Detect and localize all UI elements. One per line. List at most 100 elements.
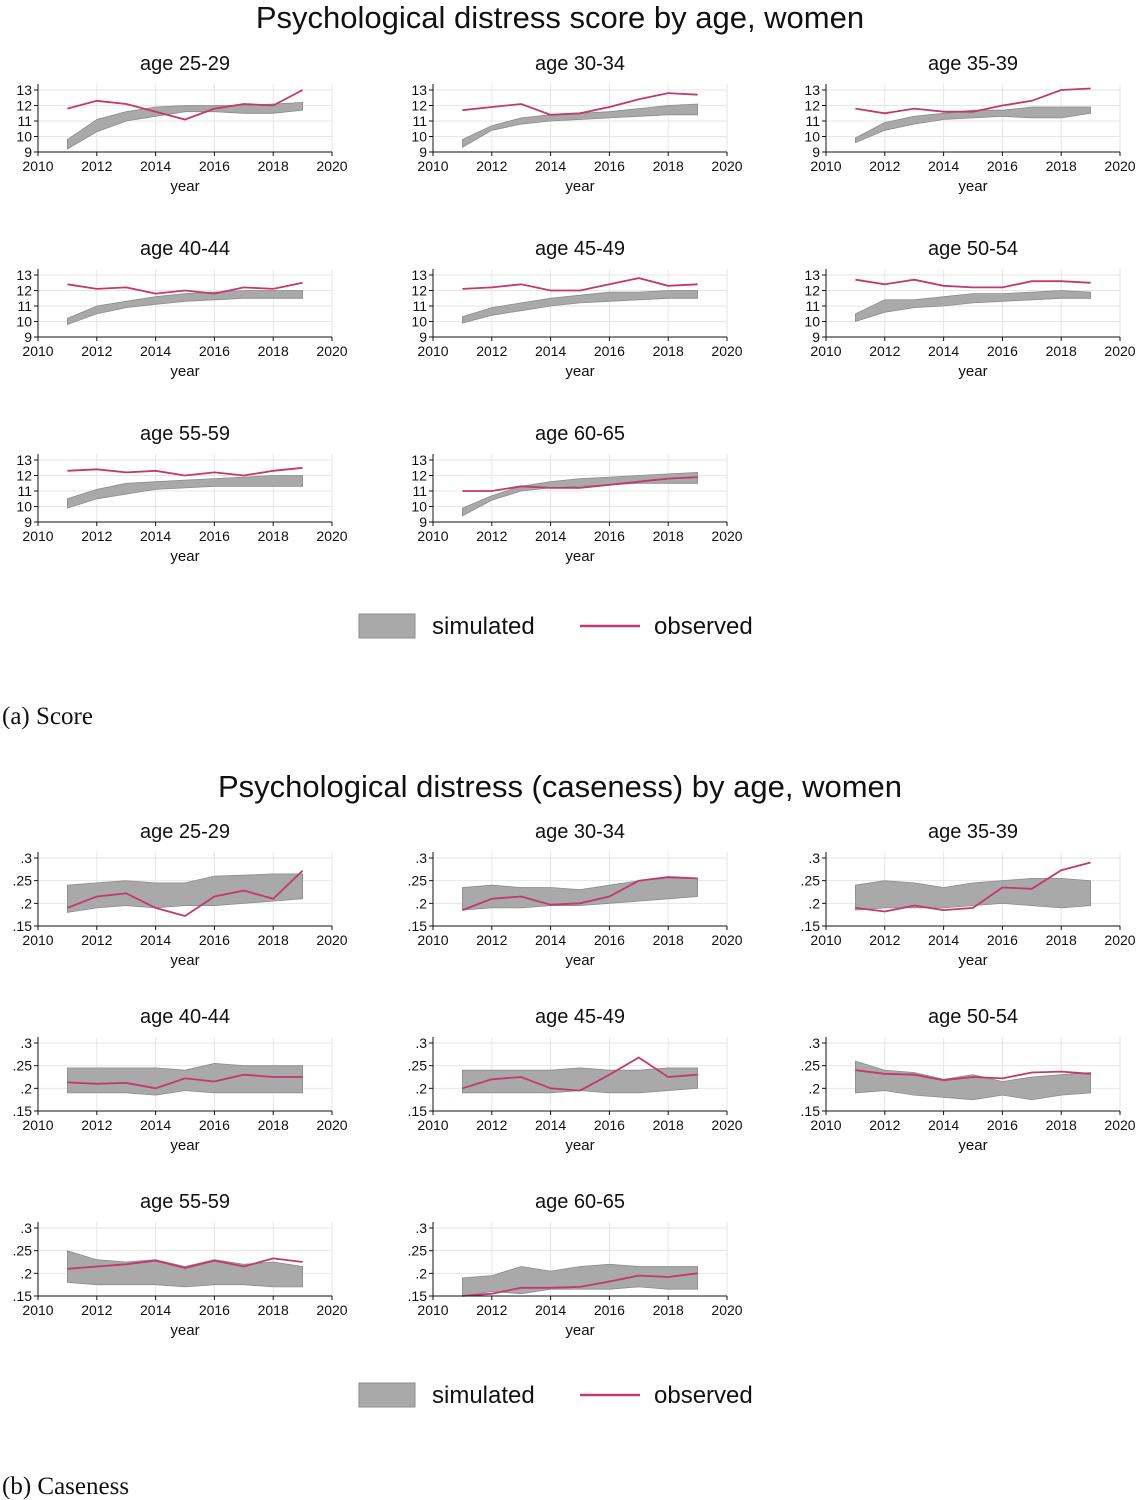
y-tick-label: .3 <box>20 850 32 866</box>
x-axis-label: year <box>565 952 594 969</box>
legend-simulated-swatch <box>358 1382 416 1408</box>
y-tick-label: 11 <box>17 113 32 129</box>
panel: age 30-34 .15 .2 .25 .3 2010 2012 2014 2016 2018 2… <box>408 821 743 969</box>
x-tick-label: 2010 <box>417 343 448 359</box>
x-tick-label: 2020 <box>1104 932 1135 948</box>
x-axis-label: year <box>565 548 594 565</box>
y-tick-label: 9 <box>24 329 32 345</box>
x-tick-label: 2016 <box>199 1117 230 1133</box>
observed-line <box>462 1056 698 1092</box>
observed-line <box>67 1257 303 1270</box>
panel-title: age 55-59 <box>140 423 230 445</box>
x-tick-label: 2014 <box>535 932 566 948</box>
simulated-band <box>462 471 698 517</box>
y-tick-label: .2 <box>20 1080 32 1096</box>
x-axis-label: year <box>958 1137 987 1154</box>
observed-line <box>67 89 304 121</box>
y-tick-label: 13 <box>411 82 427 98</box>
observed-line <box>67 466 303 477</box>
observed-line <box>67 281 303 295</box>
x-tick-label: 2010 <box>810 1117 841 1133</box>
x-tick-label: 2018 <box>1046 932 1077 948</box>
simulated-band <box>462 1263 698 1297</box>
x-tick-label: 2018 <box>258 528 289 544</box>
panel-title: age 25-29 <box>140 821 230 843</box>
y-tick-label: .2 <box>808 1080 820 1096</box>
y-tick-label: .15 <box>13 1288 33 1304</box>
x-tick-label: 2018 <box>258 932 289 948</box>
x-tick-label: 2018 <box>258 343 289 359</box>
x-tick-label: 2014 <box>535 1117 566 1133</box>
panel-title: age 50-54 <box>928 238 1018 260</box>
x-tick-label: 2016 <box>987 343 1018 359</box>
observed-line <box>462 476 698 492</box>
x-axis-label: year <box>958 952 987 969</box>
y-tick-label: 12 <box>16 283 32 299</box>
x-tick-label: 2020 <box>316 1117 347 1133</box>
y-tick-label: 12 <box>411 468 427 484</box>
x-tick-label: 2014 <box>535 343 566 359</box>
y-tick-label: .25 <box>13 873 33 889</box>
x-tick-label: 2020 <box>316 158 347 174</box>
x-tick-label: 2010 <box>22 1302 53 1318</box>
x-axis-label: year <box>565 1137 594 1154</box>
y-tick-label: .25 <box>408 873 428 889</box>
x-tick-label: 2014 <box>140 1302 171 1318</box>
simulated-band <box>67 873 303 913</box>
x-tick-label: 2010 <box>810 158 841 174</box>
x-tick-label: 2016 <box>594 1302 625 1318</box>
y-tick-label: .3 <box>808 1035 820 1051</box>
legend-simulated-label: simulated <box>432 613 535 640</box>
panel-title: age 30-34 <box>535 53 625 75</box>
x-tick-label: 2014 <box>140 528 171 544</box>
y-tick-label: 10 <box>804 314 820 330</box>
y-tick-label: .2 <box>808 895 820 911</box>
x-tick-label: 2018 <box>1046 158 1077 174</box>
x-tick-label: 2018 <box>653 528 684 544</box>
y-tick-label: 10 <box>411 129 427 145</box>
legend-simulated-swatch <box>358 613 416 639</box>
x-tick-label: 2018 <box>1046 1117 1077 1133</box>
x-tick-label: 2014 <box>535 1302 566 1318</box>
x-tick-label: 2020 <box>711 932 742 948</box>
y-tick-label: 9 <box>812 329 820 345</box>
y-tick-label: .15 <box>408 918 428 934</box>
observed-line <box>67 870 304 917</box>
panel: age 40-44 .15 .2 .25 .3 2010 2012 2014 2016 2018 2… <box>13 1006 348 1154</box>
x-tick-label: 2018 <box>1046 343 1077 359</box>
x-tick-label: 2014 <box>535 528 566 544</box>
x-axis-label: year <box>170 952 199 969</box>
x-tick-label: 2012 <box>869 932 900 948</box>
legend-observed-label: observed <box>654 613 753 640</box>
x-tick-label: 2016 <box>594 528 625 544</box>
x-tick-label: 2014 <box>928 1117 959 1133</box>
y-tick-label: 12 <box>16 468 32 484</box>
x-tick-label: 2014 <box>928 343 959 359</box>
x-tick-label: 2016 <box>594 158 625 174</box>
y-tick-label: 9 <box>419 514 427 530</box>
x-tick-label: 2010 <box>22 1117 53 1133</box>
x-tick-label: 2016 <box>987 932 1018 948</box>
y-tick-label: .3 <box>20 1220 32 1236</box>
y-tick-label: .15 <box>13 1103 33 1119</box>
y-tick-label: 12 <box>16 98 32 114</box>
x-tick-label: 2010 <box>22 528 53 544</box>
x-tick-label: 2010 <box>22 158 53 174</box>
x-tick-label: 2016 <box>594 343 625 359</box>
x-axis-label: year <box>170 363 199 380</box>
panel-title: age 45-49 <box>535 238 625 260</box>
simulated-band <box>462 1067 698 1094</box>
y-tick-label: 9 <box>419 329 427 345</box>
caption-a: (a) Score <box>2 703 93 730</box>
y-tick-label: 11 <box>412 113 427 129</box>
x-tick-label: 2012 <box>476 528 507 544</box>
figure-title-b: Psychological distress (caseness) by age… <box>218 769 902 804</box>
y-tick-label: 13 <box>804 267 820 283</box>
